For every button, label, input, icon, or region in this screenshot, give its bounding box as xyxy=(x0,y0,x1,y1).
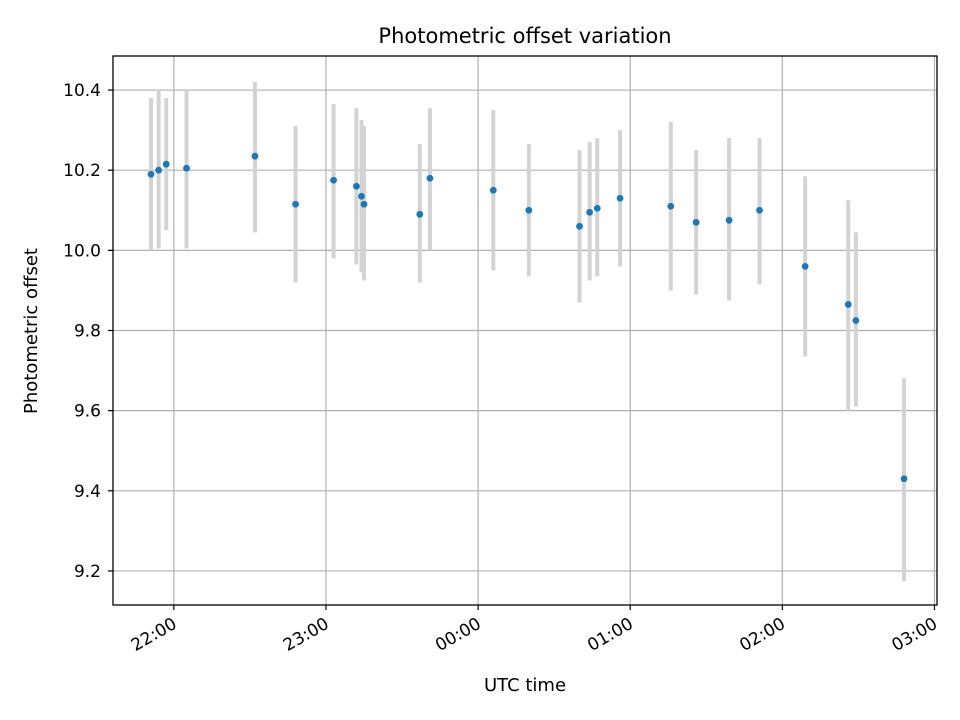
data-point xyxy=(900,475,908,483)
data-point xyxy=(593,204,601,212)
y-tick-label: 9.2 xyxy=(74,562,101,582)
y-tick-label: 9.4 xyxy=(74,482,101,502)
data-point xyxy=(416,210,424,218)
data-point xyxy=(756,206,763,214)
data-point xyxy=(667,202,675,210)
y-tick-label: 10.4 xyxy=(63,81,101,101)
data-point xyxy=(844,301,852,308)
data-point xyxy=(725,216,733,224)
data-point xyxy=(616,194,624,202)
data-point xyxy=(426,174,434,182)
data-point xyxy=(576,222,583,230)
data-point xyxy=(352,182,360,190)
y-axis-label: Photometric offset xyxy=(21,248,42,414)
data-point xyxy=(292,200,299,208)
data-point xyxy=(147,170,155,178)
data-point xyxy=(801,262,809,270)
data-point xyxy=(692,218,700,226)
data-points xyxy=(147,152,908,483)
y-axis: 9.2 9.4 9.6 9.8 10.0 10.2 10.4 xyxy=(63,81,113,582)
data-point xyxy=(525,206,533,214)
chart-title: Photometric offset variation xyxy=(378,24,671,48)
data-point xyxy=(360,200,368,208)
y-tick-label: 9.6 xyxy=(74,402,101,422)
data-point xyxy=(155,166,163,174)
data-point xyxy=(489,186,497,194)
x-axis-label: UTC time xyxy=(484,675,566,696)
grid xyxy=(113,56,937,605)
data-point xyxy=(183,164,190,172)
data-point xyxy=(358,192,365,200)
data-point xyxy=(162,160,170,168)
data-point xyxy=(586,208,594,216)
data-point xyxy=(330,176,337,184)
data-point xyxy=(251,152,259,160)
data-point xyxy=(852,317,860,324)
y-tick-label: 10.2 xyxy=(63,161,101,181)
y-tick-label: 10.0 xyxy=(63,241,101,261)
y-tick-label: 9.8 xyxy=(74,322,101,342)
